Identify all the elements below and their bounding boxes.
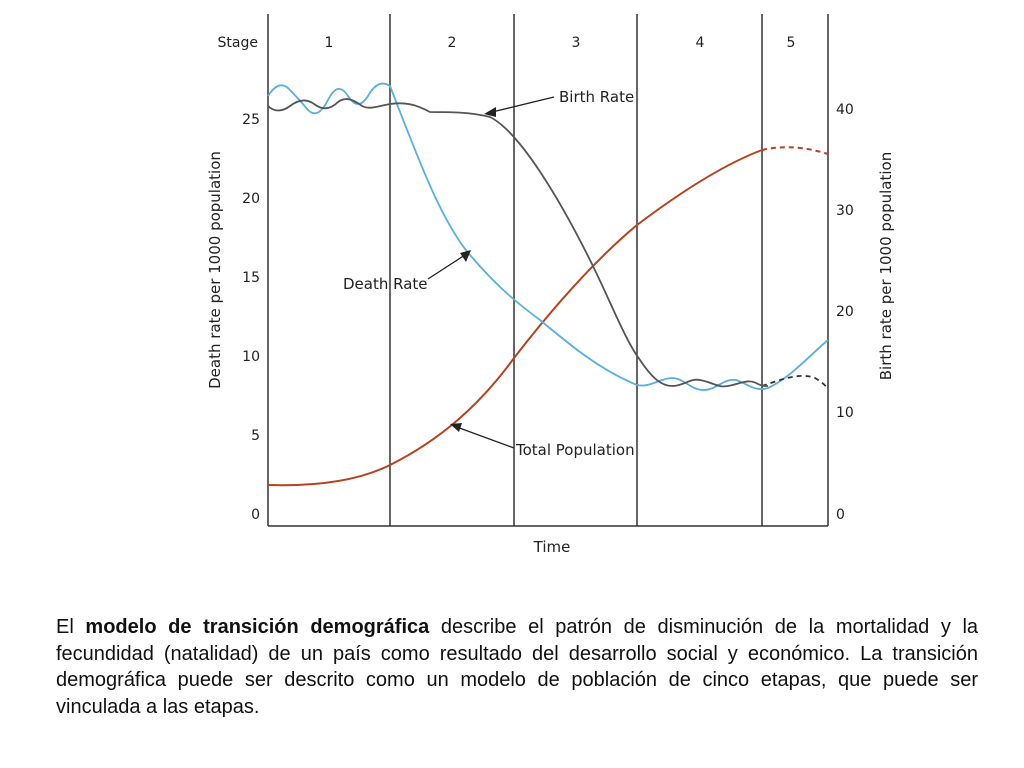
x-axis-title: Time: [533, 538, 571, 556]
annotation-arrow-total-population: [453, 425, 515, 449]
annotation-arrowhead-death-rate: [460, 250, 471, 262]
stage-label-1: 1: [325, 35, 334, 51]
left-tick-label: 10: [242, 349, 260, 365]
annotation-arrowhead-total-population: [450, 423, 462, 432]
series-line-death-rate-projected: [761, 374, 829, 390]
left-tick-label: 25: [242, 112, 260, 128]
y-axis-left-title: Death rate per 1000 population: [206, 151, 224, 389]
series-line-total-population: [267, 149, 763, 487]
left-tick-label: 15: [242, 270, 260, 286]
caption-rest: describe el patrón de disminución de la …: [56, 616, 979, 718]
caption-bold-term: modelo de transición demográfica: [85, 616, 430, 638]
left-tick-label: 5: [251, 428, 260, 444]
annotation-arrow-birth-rate: [487, 96, 555, 114]
annotation-birth-rate: Birth Rate: [559, 88, 634, 106]
left-tick-label: 20: [242, 191, 260, 207]
annotation-arrow-death-rate: [427, 252, 469, 280]
right-tick-label: 10: [836, 405, 854, 421]
demographic-transition-chart: Stage 1 2 3 4 5 0 5 10 15 20 25 0 10 20 …: [206, 14, 895, 556]
annotation-total-population: Total Population: [515, 441, 635, 459]
y-axis-right-title: Birth rate per 1000 population: [877, 152, 895, 380]
right-tick-label: 30: [836, 203, 854, 219]
right-tick-label: 0: [836, 507, 845, 523]
chart-svg: Stage 1 2 3 4 5 0 5 10 15 20 25 0 10 20 …: [206, 14, 895, 556]
caption-paragraph: El modelo de transición demográfica desc…: [56, 614, 978, 720]
stage-label-5: 5: [787, 35, 796, 51]
annotation-arrowhead-birth-rate: [484, 107, 496, 117]
series-line-birth-rate: [267, 98, 769, 388]
left-tick-label: 0: [251, 507, 260, 523]
stage-header-label: Stage: [218, 35, 258, 51]
right-tick-label: 40: [836, 102, 854, 118]
stage-label-3: 3: [572, 35, 581, 51]
series-line-death-rate: [267, 82, 829, 391]
caption-prefix: El: [56, 616, 86, 638]
right-tick-label: 20: [836, 304, 854, 320]
stage-label-4: 4: [696, 35, 705, 51]
annotation-death-rate: Death Rate: [343, 275, 428, 293]
series-line-total-population-projected: [761, 146, 829, 155]
stage-label-2: 2: [448, 35, 457, 51]
